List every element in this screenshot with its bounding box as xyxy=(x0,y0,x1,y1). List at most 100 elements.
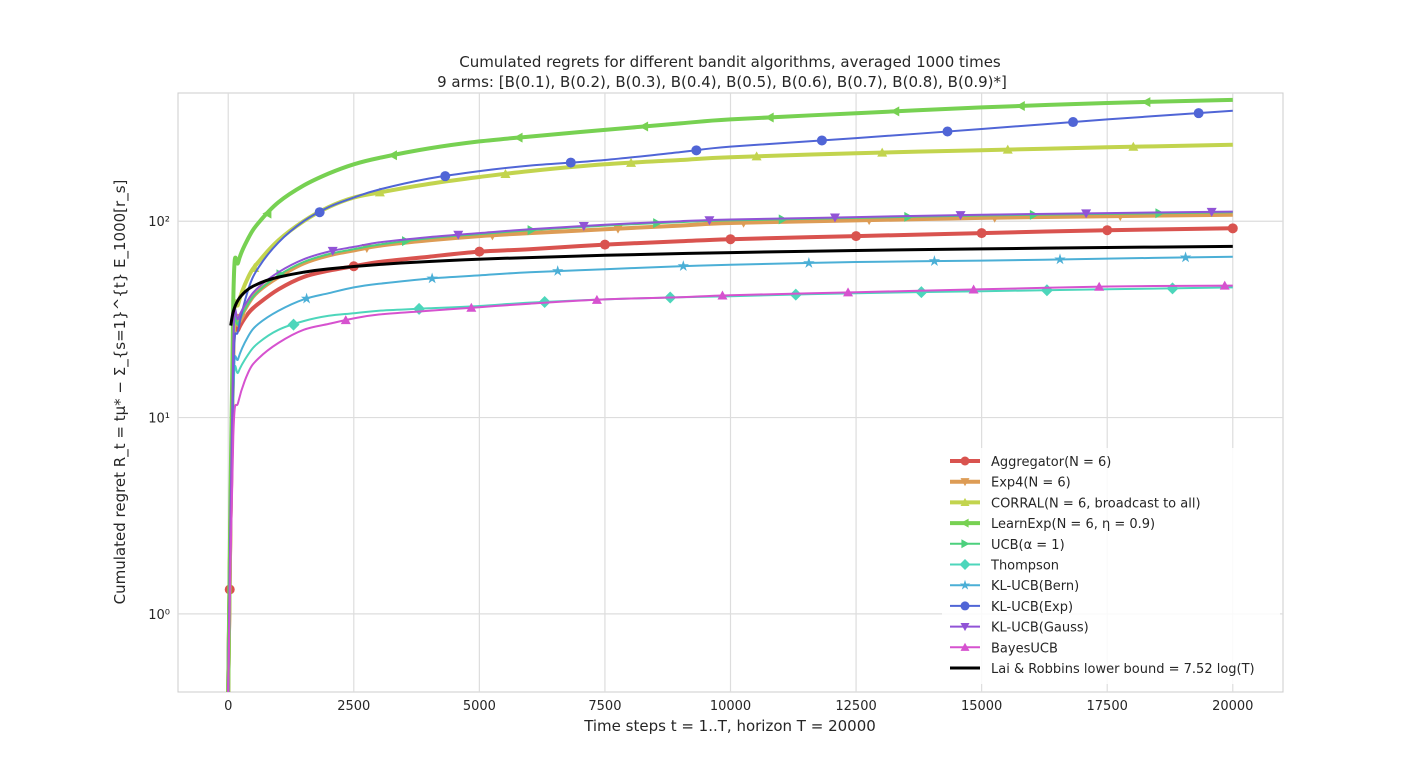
series-lines xyxy=(224,97,1238,693)
series-marker xyxy=(890,106,900,117)
legend-marker xyxy=(960,518,969,528)
series-marker xyxy=(440,171,451,182)
x-tick-label: 2500 xyxy=(337,699,370,714)
series-marker xyxy=(1179,251,1192,263)
series-marker xyxy=(1206,207,1217,217)
lower-bound-line xyxy=(229,244,1233,326)
series-marker xyxy=(466,302,477,312)
legend-marker xyxy=(960,497,970,506)
chart-title: Cumulated regrets for different bandit a… xyxy=(459,53,1001,71)
legend-label: Lai & Robbins lower bound = 7.52 log(T) xyxy=(991,662,1255,677)
series-marker xyxy=(915,286,928,299)
legend-entry: CORRAL(N = 6, broadcast to all) xyxy=(950,496,1201,511)
series-marker xyxy=(287,318,300,331)
x-tick-label: 0 xyxy=(224,699,232,714)
series-marker xyxy=(314,207,325,218)
series-marker xyxy=(474,246,485,257)
x-tick-label: 5000 xyxy=(463,699,496,714)
series-marker xyxy=(327,246,338,256)
legend-label: Aggregator(N = 6) xyxy=(991,455,1111,470)
legend-label: BayesUCB xyxy=(991,641,1058,656)
legend-label: KL-UCB(Bern) xyxy=(991,579,1079,594)
series-marker xyxy=(1128,141,1139,151)
y-axis-label: Cumulated regret R_t = tμ* − Σ_{s=1}^{t}… xyxy=(111,180,130,605)
y-tick-labels: 10⁰ 10¹ 10² xyxy=(148,215,170,623)
series-8 xyxy=(227,108,1233,693)
series-marker xyxy=(955,211,966,221)
series-marker xyxy=(1193,108,1204,119)
y-tick-label: 10¹ xyxy=(148,412,170,427)
legend-entry: KL-UCB(Bern) xyxy=(950,579,1079,594)
x-tick-label: 17500 xyxy=(1087,699,1128,714)
series-line xyxy=(227,210,1233,693)
legend-label: CORRAL(N = 6, broadcast to all) xyxy=(991,496,1201,511)
x-tick-label: 20000 xyxy=(1212,699,1253,714)
series-marker xyxy=(691,145,702,156)
series-line xyxy=(227,284,1233,693)
legend-entry: Thompson xyxy=(950,559,1059,574)
series-marker xyxy=(591,294,602,304)
series-marker xyxy=(877,147,888,157)
series-marker xyxy=(764,112,774,123)
series-marker xyxy=(928,255,941,266)
legend-label: Exp4(N = 6) xyxy=(991,476,1071,491)
series-marker xyxy=(843,287,854,297)
series-line xyxy=(226,226,1233,693)
x-tick-labels: 0 2500 5000 7500 10000 12500 15000 17500 20000 xyxy=(224,699,1253,714)
legend-marker xyxy=(960,623,970,632)
lower-bound xyxy=(229,244,1233,326)
legend-entry: KL-UCB(Exp) xyxy=(950,600,1073,615)
legend-box xyxy=(942,448,1280,684)
series-marker xyxy=(639,121,649,132)
series-marker xyxy=(1054,253,1066,265)
series-marker xyxy=(1094,281,1105,291)
legend-marker xyxy=(961,539,970,549)
series-marker xyxy=(426,272,438,284)
series-line xyxy=(227,255,1233,693)
series-marker xyxy=(513,132,523,143)
series-marker xyxy=(789,288,802,301)
series-marker xyxy=(1227,223,1238,234)
series-marker xyxy=(704,216,715,226)
legend-entry: Exp4(N = 6) xyxy=(950,476,1071,491)
legend-entry: UCB(α = 1) xyxy=(950,538,1065,553)
series-marker xyxy=(1081,209,1092,219)
series-marker xyxy=(453,230,464,240)
series-marker xyxy=(851,231,862,242)
y-tick-label: 10⁰ xyxy=(148,608,170,623)
legend-marker xyxy=(959,579,971,590)
series-10 xyxy=(227,280,1233,693)
series-marker xyxy=(578,221,589,231)
series-marker xyxy=(626,157,637,167)
series-marker xyxy=(829,213,840,223)
series-marker xyxy=(1219,280,1230,290)
series-marker xyxy=(612,224,623,234)
y-tick-label: 10² xyxy=(148,215,170,230)
legend-marker xyxy=(960,601,970,611)
series-marker xyxy=(1102,225,1113,236)
series-marker xyxy=(340,315,351,325)
series-marker xyxy=(552,265,564,276)
x-tick-label: 15000 xyxy=(961,699,1002,714)
x-tick-label: 10000 xyxy=(710,699,751,714)
legend-entry: KL-UCB(Gauss) xyxy=(950,621,1089,636)
legend-entry: Aggregator(N = 6) xyxy=(950,455,1111,470)
legend-marker xyxy=(960,642,970,651)
series-marker xyxy=(1068,117,1079,128)
series-marker xyxy=(816,135,827,146)
legend-label: KL-UCB(Exp) xyxy=(991,600,1073,615)
legend-entry: Lai & Robbins lower bound = 7.52 log(T) xyxy=(950,662,1255,677)
x-axis-label: Time steps t = 1..T, horizon T = 20000 xyxy=(583,717,876,735)
series-7 xyxy=(227,251,1233,693)
legend-marker xyxy=(959,559,971,570)
series-marker xyxy=(751,151,762,161)
chart-subtitle: 9 arms: [B(0.1), B(0.2), B(0.3), B(0.4),… xyxy=(437,73,1007,91)
legend-label: LearnExp(N = 6, η = 0.9) xyxy=(991,517,1155,532)
series-9 xyxy=(227,207,1233,693)
series-line xyxy=(227,109,1233,693)
series-marker xyxy=(677,260,689,271)
series-marker xyxy=(968,284,979,294)
series-marker xyxy=(1015,101,1025,112)
series-marker xyxy=(1141,97,1151,108)
